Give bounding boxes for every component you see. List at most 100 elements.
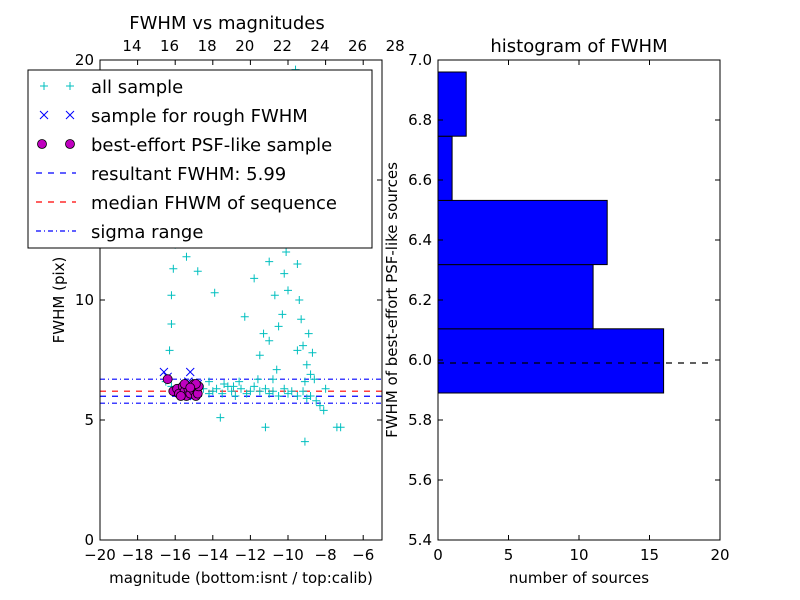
point-all-sample [319, 406, 328, 415]
point-all-sample [220, 380, 229, 388]
histogram-x-axis: 0 5 10 15 20 [433, 60, 730, 564]
point-all-sample [268, 387, 277, 396]
point-psf-sample [185, 382, 196, 393]
point-all-sample [293, 346, 302, 355]
point-all-sample [295, 296, 304, 304]
legend-circle-glyph [37, 139, 47, 149]
point-psf-sample [175, 391, 186, 401]
point-psf-sample [162, 374, 173, 385]
point-all-sample [218, 389, 227, 398]
point-all-sample [293, 392, 302, 400]
point-all-sample [246, 387, 255, 396]
y-tick-label: 7.0 [408, 51, 432, 69]
point-all-sample [282, 248, 291, 256]
point-all-sample [272, 365, 281, 374]
y-tick-label: 6.8 [408, 111, 432, 129]
legend-entry-median-fwhm: median FHWM of sequence [36, 193, 337, 214]
legend-marker-circle [37, 139, 75, 149]
point-all-sample [274, 392, 283, 400]
legend-x-glyph [39, 110, 49, 120]
scatter-x-label: magnitude (bottom:isnt / top:calib) [109, 569, 373, 587]
y-tick-label: 6.4 [408, 231, 432, 249]
point-all-sample [300, 377, 309, 386]
y-tick-label: 0 [84, 531, 94, 549]
point-all-sample [300, 437, 309, 446]
point-all-sample [304, 329, 313, 338]
point-all-sample [255, 387, 264, 396]
point-all-sample [310, 375, 319, 384]
scatter-y-label: FWHM (pix) [50, 257, 68, 344]
top-tick-label: 24 [310, 37, 329, 55]
y-tick-label: 5.6 [408, 471, 432, 489]
point-all-sample [321, 384, 330, 393]
point-all-sample [287, 387, 296, 396]
x-tick-label: 5 [504, 546, 514, 564]
histogram-bars [438, 71, 665, 394]
top-tick-label: 26 [348, 37, 367, 55]
legend-circle-glyph [65, 139, 75, 149]
y-tick-label: 6.6 [408, 171, 432, 189]
point-all-sample [261, 423, 270, 432]
legend-x-glyph [65, 110, 75, 120]
histogram-bar [438, 199, 608, 266]
top-tick-label: 22 [273, 37, 292, 55]
legend-entry-resultant-fwhm: resultant FWHM: 5.99 [36, 164, 286, 185]
legend-label-median-fwhm: median FHWM of sequence [91, 193, 337, 214]
y-tick-label: 6.2 [408, 291, 432, 309]
point-all-sample [306, 392, 315, 400]
point-all-sample [299, 341, 308, 350]
point-all-sample [293, 260, 302, 268]
point-all-sample [306, 370, 315, 379]
y-tick-label: 5 [84, 411, 94, 429]
histogram-bar [438, 264, 594, 330]
scatter-title: FWHM vs magnitudes [129, 13, 324, 34]
legend-label-psf-sample: best-effort PSF-like sample [91, 135, 332, 156]
point-all-sample [312, 396, 321, 405]
x-tick-label: 10 [569, 546, 588, 564]
point-all-sample [308, 348, 317, 357]
legend-entry-all-sample: all sample [40, 77, 183, 98]
histogram-y-axis: 5.4 5.6 5.8 6.0 6.2 6.4 6.6 6.8 7.0 [408, 51, 720, 549]
point-all-sample [165, 346, 174, 355]
point-all-sample [336, 423, 345, 432]
y-tick-label: 6.0 [408, 351, 432, 369]
point-all-sample [265, 336, 274, 345]
x-tick-label: −18 [122, 546, 154, 564]
point-all-sample [315, 401, 324, 410]
legend-plus-glyph [40, 82, 48, 90]
top-tick-label: 16 [160, 37, 179, 55]
point-all-sample [216, 413, 225, 422]
point-all-sample [205, 377, 214, 386]
x-tick-label: −6 [352, 546, 374, 564]
point-all-sample [299, 387, 308, 396]
y-tick-label: 20 [75, 51, 94, 69]
top-tick-label: 14 [122, 37, 141, 55]
top-tick-label: 18 [198, 37, 217, 55]
point-all-sample [212, 384, 221, 393]
point-all-sample [167, 320, 176, 328]
point-all-sample [280, 384, 289, 393]
legend-marker-x [39, 110, 75, 120]
x-tick-label: 15 [640, 546, 659, 564]
top-tick-label: 28 [386, 37, 405, 55]
histogram-panel: 0 5 10 15 20 5.4 5.6 5.8 6.0 6.2 6.4 6.6 6.8 7.0 his… [383, 36, 730, 587]
y-tick-label: 5.8 [408, 411, 432, 429]
legend-entry-sigma-range: sigma range [36, 222, 203, 243]
histogram-bar [438, 135, 453, 201]
x-tick-label: 20 [710, 546, 729, 564]
x-tick-label: −10 [272, 546, 304, 564]
histogram-bar [438, 71, 467, 137]
top-tick-label: 20 [235, 37, 254, 55]
scatter-legend: all sample sample for rough FWHM best-ef… [27, 69, 373, 249]
legend-entry-psf-sample: best-effort PSF-like sample [37, 135, 332, 156]
legend-label-rough-sample: sample for rough FWHM [91, 106, 308, 127]
point-all-sample [261, 384, 270, 393]
point-all-sample [167, 291, 176, 300]
point-all-sample [278, 310, 287, 319]
legend-plus-glyph [66, 82, 74, 90]
legend-entry-rough-sample: sample for rough FWHM [39, 106, 308, 127]
y-tick-label: 10 [75, 291, 94, 309]
point-all-sample [265, 257, 274, 266]
